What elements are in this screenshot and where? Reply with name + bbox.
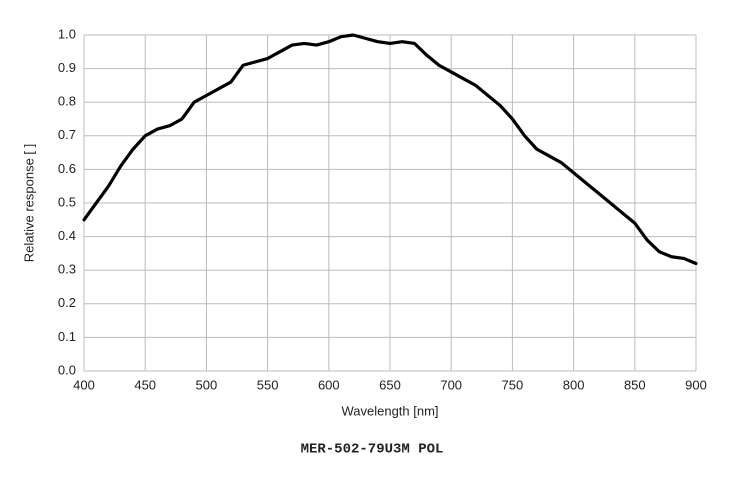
x-tick-label: 550 (257, 377, 279, 392)
x-tick-label: 600 (318, 377, 340, 392)
y-tick-label: 0.3 (58, 262, 76, 277)
x-tick-label: 800 (563, 377, 585, 392)
y-tick-label: 0.2 (58, 295, 76, 310)
y-tick-label: 0.5 (58, 194, 76, 209)
y-tick-label: 0.1 (58, 329, 76, 344)
caption: MER-502-79U3M POL (301, 442, 444, 458)
y-tick-label: 0.9 (58, 60, 76, 75)
y-tick-label: 0.7 (58, 127, 76, 142)
x-tick-label: 400 (73, 377, 95, 392)
x-tick-label: 700 (440, 377, 462, 392)
data-line (82, 33, 698, 266)
y-tick-label: 0.0 (58, 362, 76, 377)
y-tick-label: 1.0 (58, 26, 76, 41)
x-axis-label: Wavelength [nm] (341, 403, 438, 418)
x-tick-label: 500 (196, 377, 218, 392)
y-tick-label: 0.4 (58, 228, 76, 243)
x-tick-label: 900 (685, 377, 707, 392)
y-axis-label: Relative response [ ] (21, 144, 36, 263)
x-tick-label: 650 (379, 377, 401, 392)
x-tick-label: 450 (134, 377, 156, 392)
y-tick-label: 0.6 (58, 161, 76, 176)
x-tick-label: 850 (624, 377, 646, 392)
y-tick-label: 0.8 (58, 94, 76, 109)
x-tick-label: 750 (502, 377, 524, 392)
